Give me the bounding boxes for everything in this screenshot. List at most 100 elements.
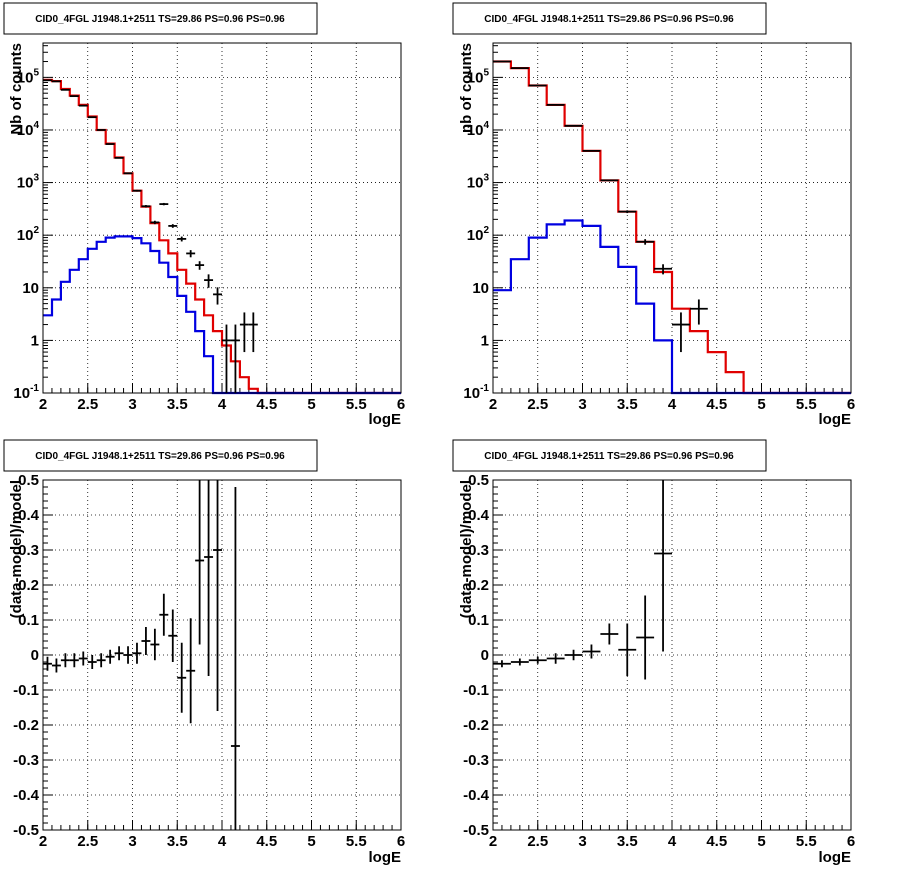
x-tick-label: 3 <box>578 833 586 850</box>
x-tick-label: 3 <box>128 833 136 850</box>
y-tick-label: 0.5 <box>468 472 489 489</box>
data-point <box>114 646 124 661</box>
x-tick-label: 5 <box>757 833 765 850</box>
y-tick-label: 0.4 <box>18 507 40 524</box>
data-point <box>493 660 511 668</box>
data-point <box>582 150 601 152</box>
x-tick-label: 4.5 <box>706 833 727 850</box>
y-tick-label: 104 <box>467 120 490 139</box>
data-point <box>114 156 124 159</box>
x-axis-label: logE <box>819 411 852 428</box>
data-point <box>222 324 231 393</box>
x-tick-label: 3.5 <box>167 833 188 850</box>
data-point <box>105 143 115 145</box>
data-point <box>213 480 222 711</box>
data-point <box>248 312 258 353</box>
data-point <box>618 210 637 214</box>
plot-frame <box>492 479 852 831</box>
y-tick-label: -0.1 <box>463 682 489 699</box>
data-point <box>168 224 178 228</box>
data-point <box>168 609 178 662</box>
x-tick-label: 2.5 <box>527 833 548 850</box>
panel-title: CID0_4FGL J1948.1+2511 TS=29.86 PS=0.96 … <box>35 451 285 462</box>
y-tick-label: -0.5 <box>463 822 489 839</box>
y-tick-label: -0.4 <box>463 787 490 804</box>
plot-area: 2 2.5 3 3.5 4 4.5 5 5.5 6 -0.5 -0.4 -0.3 -0.2 -0.1 0 0.… <box>463 472 855 850</box>
data-point <box>186 250 196 258</box>
panel-counts-left: CID0_4FGL J1948.1+2511 TS=29.86 PS=0.96 … <box>3 2 405 428</box>
data-point <box>186 618 196 724</box>
data-point <box>69 653 79 668</box>
data-point <box>141 627 151 655</box>
x-axis-label: logE <box>819 849 852 866</box>
panel-residuals-left: CID0_4FGL J1948.1+2511 TS=29.86 PS=0.96 … <box>3 439 405 866</box>
y-tick-label: 10 <box>472 280 489 297</box>
y-tick-label: 1 <box>481 332 489 349</box>
y-tick-label: 105 <box>467 67 490 86</box>
data-point <box>105 649 115 664</box>
y-axis-label: Nb of counts <box>8 43 25 135</box>
x-tick-label: 5 <box>307 833 315 850</box>
x-tick-label: 3 <box>578 396 586 413</box>
x-tick-label: 6 <box>397 833 405 850</box>
x-tick-label: 5.5 <box>796 396 817 413</box>
y-tick-label: 104 <box>17 120 40 139</box>
y-axis-label: nb of counts <box>458 43 475 133</box>
x-tick-label: 4.5 <box>256 833 277 850</box>
data-point <box>159 202 169 206</box>
x-tick-label: 4 <box>218 833 227 850</box>
x-axis-label: logE <box>369 849 402 866</box>
y-tick-label: 0.2 <box>468 577 489 594</box>
x-tick-label: 2 <box>489 396 497 413</box>
data-point <box>654 264 672 275</box>
data-point <box>582 644 601 659</box>
data-point <box>204 274 214 288</box>
x-tick-label: 5.5 <box>346 396 367 413</box>
y-tick-label: -0.4 <box>13 787 40 804</box>
y-tick-label: -0.2 <box>13 717 39 734</box>
y-tick-label: -0.5 <box>13 822 39 839</box>
y-tick-label: 103 <box>467 173 490 192</box>
x-tick-label: 4 <box>668 396 677 413</box>
y-tick-label: 103 <box>17 173 40 192</box>
x-tick-label: 3 <box>128 396 136 413</box>
y-tick-label: 0.3 <box>18 542 39 559</box>
data-point <box>60 653 70 668</box>
y-tick-label: -0.2 <box>463 717 489 734</box>
data-point <box>636 239 655 245</box>
x-tick-label: 4 <box>668 833 677 850</box>
x-tick-label: 3.5 <box>167 396 188 413</box>
data-point <box>123 646 133 664</box>
data-point <box>636 595 655 680</box>
x-tick-label: 2 <box>489 833 497 850</box>
y-axis-label: (data-model)/model <box>458 480 475 618</box>
data-point <box>213 287 222 305</box>
title-box <box>452 2 767 35</box>
x-tick-label: 5 <box>757 396 765 413</box>
panel-title: CID0_4FGL J1948.1+2511 TS=29.86 PS=0.96 … <box>35 14 285 25</box>
data-point <box>177 236 187 242</box>
y-tick-label: 0.2 <box>18 577 39 594</box>
plot-frame <box>42 42 402 394</box>
plot-frame <box>492 42 852 394</box>
x-tick-label: 6 <box>397 396 405 413</box>
x-tick-label: 6 <box>847 396 855 413</box>
data-point <box>78 651 88 666</box>
x-tick-label: 2.5 <box>527 396 548 413</box>
data-point <box>51 658 61 673</box>
data-point <box>123 172 133 175</box>
data-point <box>600 623 619 645</box>
panel-counts-right: CID0_4FGL J1948.1+2511 TS=29.86 PS=0.96 … <box>452 2 855 428</box>
data-point <box>546 653 565 664</box>
x-tick-label: 4.5 <box>706 396 727 413</box>
data-point <box>204 480 214 676</box>
data-point <box>177 642 187 713</box>
y-tick-label: 10-1 <box>13 383 39 402</box>
y-tick-label: 10-1 <box>463 383 489 402</box>
y-tick-label: 102 <box>467 225 490 244</box>
x-tick-label: 2.5 <box>77 396 98 413</box>
data-point <box>195 480 205 645</box>
data-point <box>230 487 240 830</box>
